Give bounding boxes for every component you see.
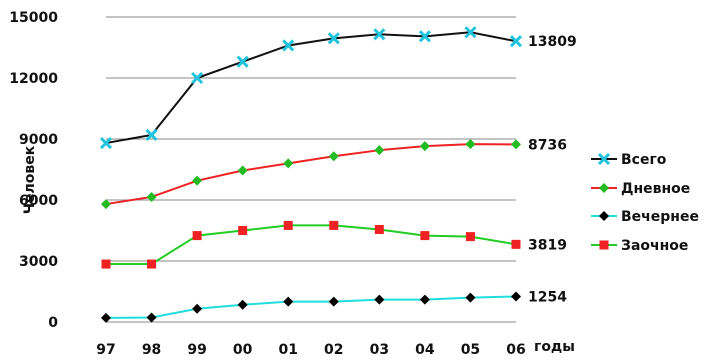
data-point-stroke [236,55,249,68]
data-point [511,239,521,249]
data-point [599,183,609,193]
data-point [192,175,203,186]
data-point [101,259,111,269]
data-point [99,137,113,150]
series-line [105,295,517,319]
data-point [282,39,295,52]
legend-label: Дневное [621,181,690,197]
legend-item: Всего [591,152,667,168]
data-point [419,294,430,305]
data-point [511,291,521,302]
data-point [236,55,249,68]
x-tick-label: 06 [506,342,525,358]
data-point [599,211,609,221]
data-point-stroke [327,32,340,45]
data-point [327,32,340,45]
x-tick-label: 02 [324,342,343,358]
x-tick-label: 01 [278,342,297,358]
y-tick-label: 9000 [19,132,58,148]
end-value-label: 8736 [528,137,567,153]
y-axis-label: Человек [22,145,38,214]
legend: Всего Дневное Вечернее Заочное [591,152,699,254]
data-point [283,158,294,169]
data-point-stroke [99,137,113,150]
data-point [101,312,111,323]
data-point [237,299,248,310]
data-point [599,240,609,250]
data-point [419,141,430,152]
data-point [237,165,248,176]
legend-item: Заочное [591,238,688,254]
y-tick-label: 3000 [19,254,58,270]
data-point [509,35,523,48]
end-value-label: 3819 [528,237,567,253]
data-point [329,220,339,230]
data-point [373,28,386,41]
legend-label: Вечернее [621,209,699,225]
data-point [420,231,430,241]
end-labels: 13809 8736 1254 3819 [528,34,577,305]
legend-item: Дневное [591,181,690,197]
data-point-stroke [282,39,295,52]
data-point [101,199,111,210]
data-point [192,231,202,241]
end-value-label: 1254 [528,290,567,306]
legend-item: Вечернее [591,209,699,225]
data-point [328,296,339,307]
series-line [106,224,517,266]
legend-label: Заочное [621,238,688,254]
y-tick-label: 15000 [9,10,58,26]
y-tick-label: 12000 [9,71,58,87]
data-point-stroke [191,71,204,85]
y-tick-label: 0 [48,315,58,331]
data-point [511,139,521,150]
data-point [145,128,158,141]
series-line [105,31,517,145]
x-tick-label: 99 [187,342,206,358]
y-tick-label: 6000 [19,193,58,209]
data-point [374,145,385,156]
series-group [99,26,523,323]
data-point [283,220,293,230]
data-point [147,259,157,269]
x-axis-label: годы [534,339,575,355]
legend-label: Всего [621,152,667,168]
x-tick-label: 98 [142,342,161,358]
data-point [464,26,477,39]
series-line [105,143,517,206]
x-tick-label: 05 [461,342,480,358]
data-point [597,152,611,166]
data-point-stroke [145,128,158,141]
data-point-stroke [597,152,611,166]
end-value-label: 13809 [528,34,577,50]
data-point [191,71,204,85]
data-point [192,303,203,314]
data-point-stroke [418,30,431,43]
data-point [146,191,157,202]
x-tick-label: 00 [233,342,253,358]
data-point-stroke [464,26,477,39]
data-point-stroke [373,28,386,41]
data-point [374,224,384,234]
x-tick-label: 97 [96,342,115,358]
data-point [465,139,476,150]
data-point-stroke [509,35,523,48]
data-point [374,294,385,305]
data-point [238,226,248,235]
data-point [146,312,157,323]
x-axis-ticks: 97 98 99 00 01 02 03 04 05 06 [96,342,525,358]
data-point [465,232,475,242]
x-tick-label: 03 [370,342,389,358]
gridlines [106,16,516,323]
x-tick-label: 04 [415,342,435,358]
y-axis-ticks: 0 3000 6000 9000 12000 15000 [9,10,58,331]
data-point [465,292,476,303]
data-point [418,30,431,43]
data-point [328,151,339,162]
data-point [283,296,294,307]
